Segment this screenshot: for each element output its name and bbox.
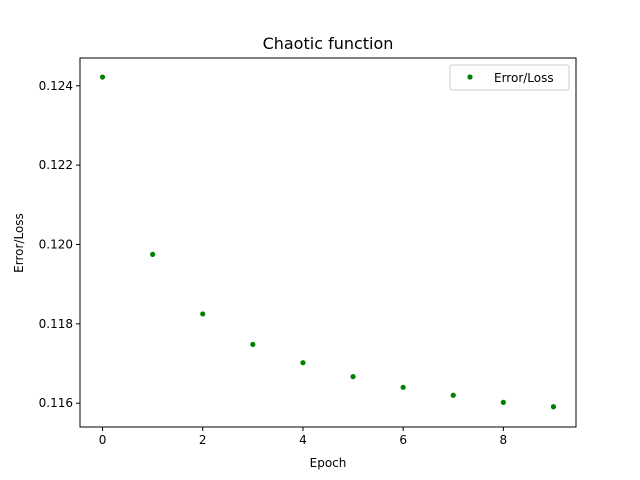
- x-axis-label: Epoch: [310, 456, 347, 470]
- data-point: [250, 341, 256, 348]
- data-point: [150, 251, 156, 258]
- y-tick-label: 0.116: [39, 396, 73, 410]
- legend-label: Error/Loss: [494, 71, 554, 85]
- data-point: [450, 392, 456, 398]
- y-tick-label: 0.122: [39, 158, 73, 172]
- x-tick-label: 0: [99, 433, 107, 447]
- legend-box: [449, 64, 570, 91]
- x-tick-label: 2: [199, 433, 207, 447]
- axes-frame: [79, 57, 577, 428]
- data-point: [400, 384, 406, 390]
- data-points: [99, 74, 557, 410]
- data-point: [99, 74, 106, 80]
- y-axis-label: Error/Loss: [12, 213, 26, 273]
- y-axis-ticks: 0.116 0.118 0.120 0.122 0.124: [39, 79, 80, 410]
- plot-area: [79, 57, 577, 428]
- data-point: [500, 399, 506, 405]
- x-tick-label: 4: [299, 433, 307, 447]
- legend-marker: [467, 74, 473, 80]
- chart-title: Chaotic function: [263, 34, 394, 53]
- x-tick-label: 6: [399, 433, 407, 447]
- data-point: [350, 374, 356, 380]
- data-point: [550, 404, 557, 410]
- y-tick-label: 0.118: [39, 317, 73, 331]
- y-tick-label: 0.124: [39, 79, 73, 93]
- data-point: [300, 360, 306, 366]
- legend: Error/Loss: [449, 64, 570, 91]
- x-axis-ticks: 0 2 4 6 8: [99, 427, 507, 447]
- x-tick-label: 8: [500, 433, 508, 447]
- y-tick-label: 0.120: [39, 237, 73, 251]
- data-point: [200, 311, 206, 317]
